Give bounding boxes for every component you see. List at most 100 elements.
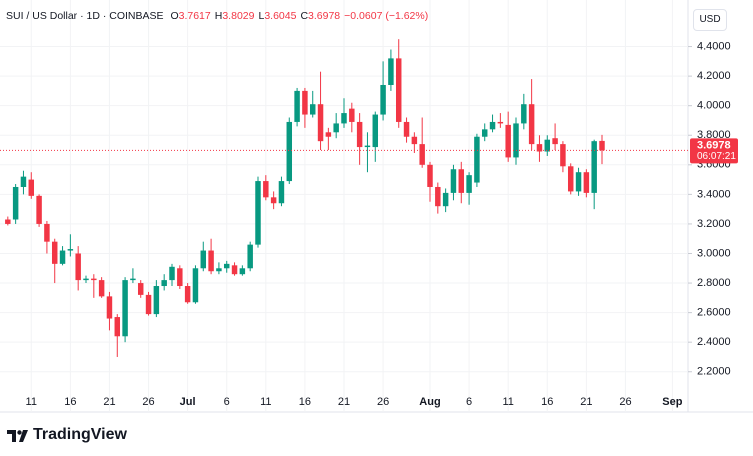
candle <box>263 175 269 201</box>
candle-body <box>286 121 293 182</box>
candle-body <box>341 113 347 124</box>
candle-body <box>169 266 175 281</box>
y-tick-label: 2.2000 <box>697 366 731 378</box>
ohlc-label: O <box>170 10 179 22</box>
candle-body <box>309 104 316 115</box>
candle <box>145 291 152 316</box>
candle <box>153 280 160 318</box>
candle <box>114 314 121 357</box>
candle-body <box>403 121 410 137</box>
candle <box>521 93 527 130</box>
candle <box>325 127 332 151</box>
countdown: 06:07:21 <box>697 151 736 162</box>
candle-body <box>583 172 590 193</box>
candle <box>59 246 66 266</box>
candle-body <box>223 263 230 269</box>
candle-body <box>239 268 246 275</box>
candle <box>528 79 535 151</box>
candle-body <box>466 175 472 193</box>
candle <box>536 135 543 162</box>
candle <box>544 135 551 156</box>
candle <box>372 111 379 162</box>
y-tick-label: 4.0000 <box>697 100 731 112</box>
candle <box>466 172 472 205</box>
ohlc-label: C <box>300 10 309 22</box>
candle-body <box>333 123 339 133</box>
candle <box>450 164 457 201</box>
candle-body <box>255 181 261 245</box>
x-tick-label: 6 <box>466 396 472 408</box>
x-tick-label: 21 <box>103 396 115 408</box>
candle <box>309 90 316 118</box>
candle <box>427 161 433 202</box>
x-tick-label: 11 <box>26 396 37 408</box>
x-tick-label: 11 <box>260 396 271 408</box>
candle-body <box>325 132 332 137</box>
change: −0.0607 (−1.62%) <box>344 10 429 22</box>
candle-body <box>130 278 136 281</box>
candle <box>294 87 300 127</box>
candle-body <box>247 244 253 269</box>
x-tick-label: 16 <box>64 396 76 408</box>
candle-body <box>114 317 121 337</box>
candle <box>599 134 605 165</box>
candle-body <box>153 286 160 315</box>
x-tick-label: 16 <box>299 396 311 408</box>
candle-body <box>513 123 519 158</box>
candle <box>122 277 128 343</box>
candle <box>106 291 113 331</box>
candle <box>591 139 597 210</box>
ohlc-label: L <box>258 10 265 22</box>
currency-button[interactable]: USD <box>693 9 727 31</box>
candle <box>286 117 293 185</box>
candle-body <box>435 186 441 207</box>
candle <box>20 170 27 195</box>
candle <box>505 111 511 162</box>
candle-body <box>36 195 42 224</box>
candle <box>575 167 582 196</box>
candle-body <box>145 294 152 315</box>
y-tick-label: 4.2000 <box>697 70 731 82</box>
candle <box>364 132 371 173</box>
ohlc-value: 3.8029 <box>222 10 255 22</box>
candle <box>177 265 183 289</box>
candle-body <box>395 58 402 122</box>
candle-body <box>372 114 379 148</box>
candle <box>411 132 418 153</box>
candle <box>395 39 402 128</box>
candle-body <box>75 253 81 281</box>
y-tick-label: 2.8000 <box>697 277 731 289</box>
candle <box>474 133 480 187</box>
candle-body <box>481 129 488 137</box>
candle <box>169 263 175 287</box>
candle <box>83 275 89 284</box>
candle-body <box>567 166 574 192</box>
candle <box>98 277 105 298</box>
candle <box>458 161 465 204</box>
candle <box>5 216 11 226</box>
ohlc-label: H <box>214 10 223 22</box>
candle <box>380 61 386 121</box>
candle-body <box>59 250 66 264</box>
candle <box>388 49 394 91</box>
y-tick-label: 3.2000 <box>697 218 731 230</box>
brand: TradingView <box>33 426 127 443</box>
candle-body <box>12 186 19 220</box>
candle <box>435 182 441 214</box>
candle-body <box>216 268 222 272</box>
candle-body <box>317 104 324 142</box>
ohlc-value: 3.6045 <box>264 10 297 22</box>
candle <box>91 274 97 298</box>
candle-body <box>67 249 74 251</box>
candle-body <box>270 197 277 204</box>
candle-body <box>44 223 50 242</box>
candle-body <box>137 283 144 295</box>
x-tick-label: 26 <box>377 396 389 408</box>
y-tick-label: 4.4000 <box>697 40 731 52</box>
candle <box>270 191 277 210</box>
candle <box>208 238 214 275</box>
candle-body <box>528 104 535 145</box>
candle <box>231 262 238 276</box>
